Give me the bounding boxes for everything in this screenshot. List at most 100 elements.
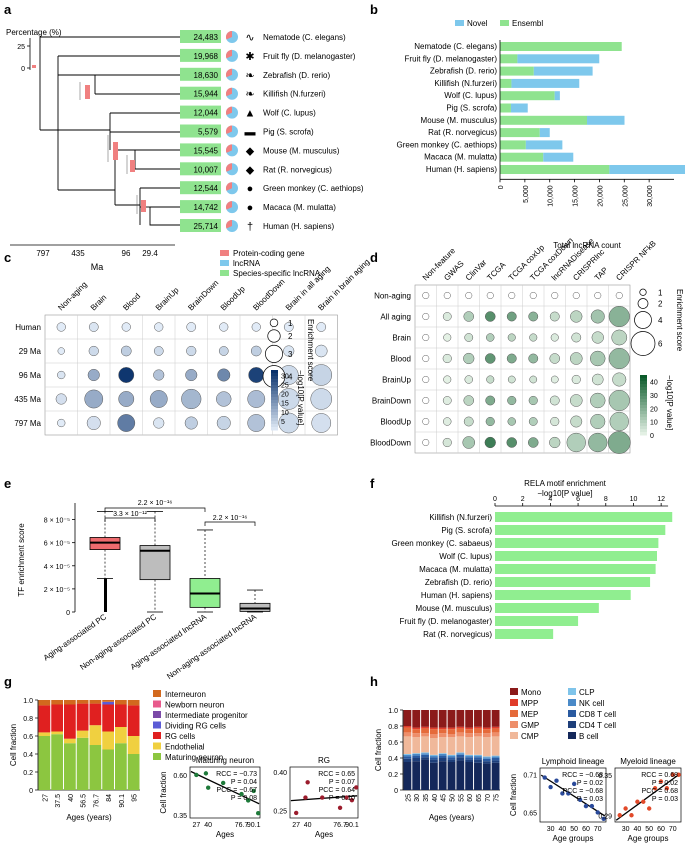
bubble <box>443 333 452 342</box>
y-tick-label: 0.8 <box>23 716 33 723</box>
stack-segment <box>412 727 421 730</box>
bubble <box>608 306 630 327</box>
stat-label: P = 0.04 <box>231 779 257 786</box>
x-tick-label: 6 <box>576 496 580 503</box>
species-count: 24,483 <box>194 33 219 42</box>
stack-segment <box>465 759 474 762</box>
y-tick-label: 0.60 <box>173 773 187 780</box>
column-label: BloodDown <box>251 277 286 312</box>
colorbar-segment <box>271 400 278 404</box>
species-name: Zebrafish (D. rerio) <box>263 71 330 80</box>
stack-segment <box>403 736 412 754</box>
stack-segment <box>51 731 63 735</box>
bubble <box>216 391 232 407</box>
stack-segment <box>491 710 500 727</box>
fly-icon: ✱ <box>245 51 254 63</box>
bubble <box>463 395 474 406</box>
row-label: Blood <box>391 355 411 364</box>
x-tick-label: 4 <box>548 496 552 503</box>
panel-a-pc-bar <box>32 65 36 68</box>
bubble <box>283 345 295 357</box>
stack-segment <box>447 734 456 738</box>
y-axis-label: TF enrichment score <box>17 523 26 597</box>
stack-segment <box>412 761 421 790</box>
stack-segment <box>491 732 500 737</box>
bubble <box>590 309 605 324</box>
column-label: Brain <box>89 293 109 313</box>
bubble <box>88 322 99 332</box>
row-label: BrainDown <box>372 397 411 406</box>
stack-segment <box>482 737 491 757</box>
species-count-box <box>180 105 221 119</box>
species-pie-pc <box>225 106 232 116</box>
monkey-icon: ● <box>247 202 254 214</box>
data-point <box>255 811 261 816</box>
stack-segment <box>64 743 76 790</box>
stack-segment <box>474 733 482 737</box>
x-tick-label: 40 <box>304 822 312 829</box>
plot-frame <box>289 766 359 819</box>
category-label: Pig (S. scrofa) <box>441 526 492 535</box>
legend-label: CD4 T cell <box>579 721 616 730</box>
legend-label: CMP <box>521 732 539 741</box>
legend-label: Endothelial <box>165 743 205 752</box>
column-label: TAP <box>593 265 610 282</box>
bubble <box>571 374 581 385</box>
stat-label: P = 0.02 <box>652 780 678 787</box>
stack-segment <box>456 732 465 737</box>
plot-title: Lymphoid lineage <box>542 757 605 766</box>
colorbar-segment <box>271 409 278 413</box>
data-point <box>664 786 670 791</box>
species-count: 15,545 <box>194 146 219 155</box>
species-count: 18,630 <box>194 71 219 80</box>
bubble <box>572 292 580 299</box>
species-name: Nematode (C. elegans) <box>263 33 346 42</box>
colorbar-segment <box>640 384 647 388</box>
stack-segment <box>482 758 491 762</box>
legend-label: Maturing neuron <box>165 753 223 762</box>
bubble <box>422 439 430 446</box>
size-legend-label: 6 <box>658 340 663 349</box>
data-point <box>652 786 658 791</box>
stack-segment <box>456 753 465 755</box>
chart-title: RELA motif enrichment <box>524 479 607 488</box>
data-point <box>560 791 565 796</box>
data-point <box>303 795 308 800</box>
stack-segment <box>491 726 500 729</box>
species-count-box <box>180 162 221 176</box>
colorbar-segment <box>640 390 647 394</box>
bubble <box>422 397 430 404</box>
data-point <box>623 806 628 811</box>
row-label: 29 Ma <box>19 347 42 356</box>
regression-line <box>540 774 606 817</box>
legend-novel: Novel <box>467 19 488 28</box>
data-point <box>320 795 325 800</box>
colorbar-segment <box>271 427 278 431</box>
bubble <box>507 417 516 426</box>
legend-swatch <box>510 710 518 717</box>
colorbar-segment <box>640 414 647 418</box>
y-axis-label: Cell fraction <box>159 771 168 813</box>
stack-segment <box>438 710 447 728</box>
legend-swatch <box>568 710 576 717</box>
colorbar-segment <box>271 370 278 374</box>
stack-segment <box>64 738 76 744</box>
bubble <box>550 375 559 384</box>
stack-segment <box>474 754 482 756</box>
data-point <box>646 806 652 811</box>
colorbar-segment <box>640 387 647 391</box>
y-tick-label: 2 × 10⁻⁵ <box>44 587 70 594</box>
data-point <box>601 816 606 822</box>
data-point <box>554 778 559 783</box>
outliers <box>104 578 107 612</box>
stack-segment <box>456 728 465 733</box>
stack-segment <box>421 753 429 755</box>
bubble <box>442 437 452 448</box>
data-point <box>203 771 209 776</box>
stack-segment <box>421 710 429 727</box>
bubble <box>442 353 452 364</box>
stat-label: P = 0.07 <box>329 779 355 786</box>
stack-segment <box>127 736 140 754</box>
legend-label: B cell <box>579 732 599 741</box>
x-tick-label: 55 <box>458 794 465 802</box>
